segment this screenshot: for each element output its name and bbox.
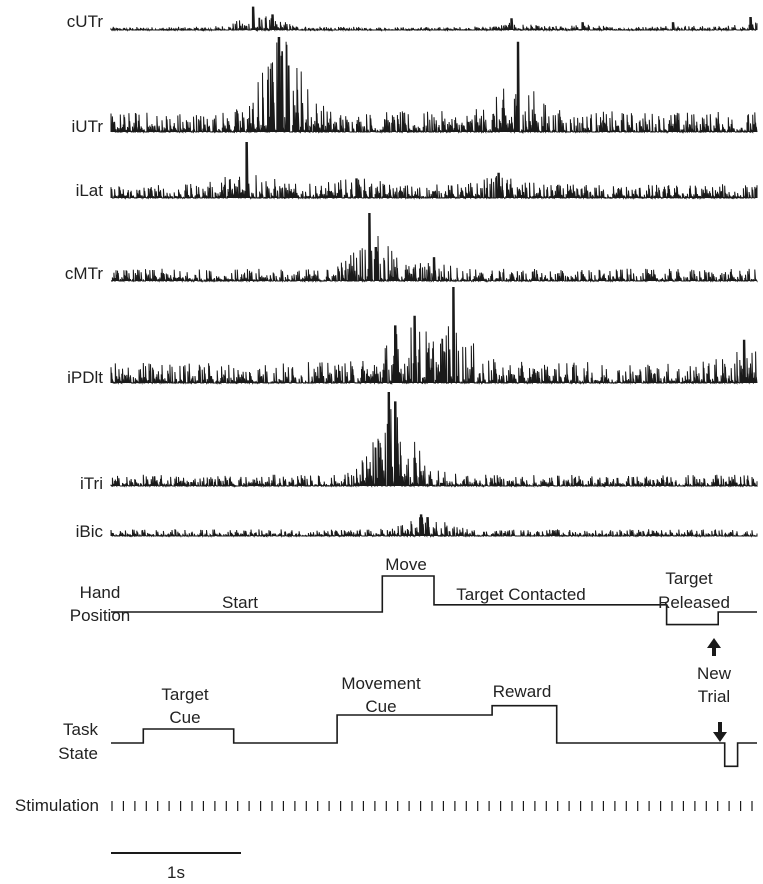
emg-trace-iBic xyxy=(110,514,758,538)
channel-label-iPDlt: iPDlt xyxy=(67,368,103,387)
emg-trace-iLat xyxy=(110,141,758,200)
annotation-target-contacted: Target Contacted xyxy=(456,585,585,604)
channel-label-iLat: iLat xyxy=(76,181,104,200)
annotation-target-released-line2: Released xyxy=(658,593,730,612)
task-state-trace xyxy=(111,704,757,768)
emg-trace-cUTr xyxy=(110,6,758,32)
annotation-target-released-line1: Target xyxy=(665,569,713,588)
arrow-down-icon xyxy=(713,722,727,742)
emg-trace-iUTr xyxy=(110,36,758,134)
hand-position-label-line1: Hand xyxy=(80,583,121,602)
hand-position-label-line2: Position xyxy=(70,606,130,625)
annotation-start: Start xyxy=(222,593,258,612)
stimulation-label: Stimulation xyxy=(15,796,99,815)
annotation-movement-cue-line1: Movement xyxy=(341,674,421,693)
new-trial-label-line1: New xyxy=(697,664,732,683)
channel-label-cMTr: cMTr xyxy=(65,264,103,283)
annotation-movement-cue-line2: Cue xyxy=(365,697,396,716)
channel-label-iTri: iTri xyxy=(80,474,103,493)
annotation-target-cue-line1: Target xyxy=(161,685,209,704)
channel-label-cUTr: cUTr xyxy=(67,12,104,31)
annotation-move: Move xyxy=(385,555,427,574)
annotation-target-cue-line2: Cue xyxy=(169,708,200,727)
arrow-up-icon xyxy=(707,638,721,656)
emg-trace-cMTr xyxy=(111,212,758,283)
annotation-reward: Reward xyxy=(493,682,552,701)
stimulation-pulses xyxy=(111,801,753,811)
new-trial-label-line2: Trial xyxy=(698,687,730,706)
emg-trace-iPDlt xyxy=(110,286,758,385)
emg-trace-iTri xyxy=(110,391,758,488)
hand-position-trace xyxy=(111,575,757,626)
channel-label-iBic: iBic xyxy=(76,522,104,541)
scale-bar-label: 1s xyxy=(167,863,185,882)
task-state-label-line2: State xyxy=(58,744,98,763)
channel-label-iUTr: iUTr xyxy=(72,117,104,136)
task-state-label-line1: Task xyxy=(63,720,98,739)
